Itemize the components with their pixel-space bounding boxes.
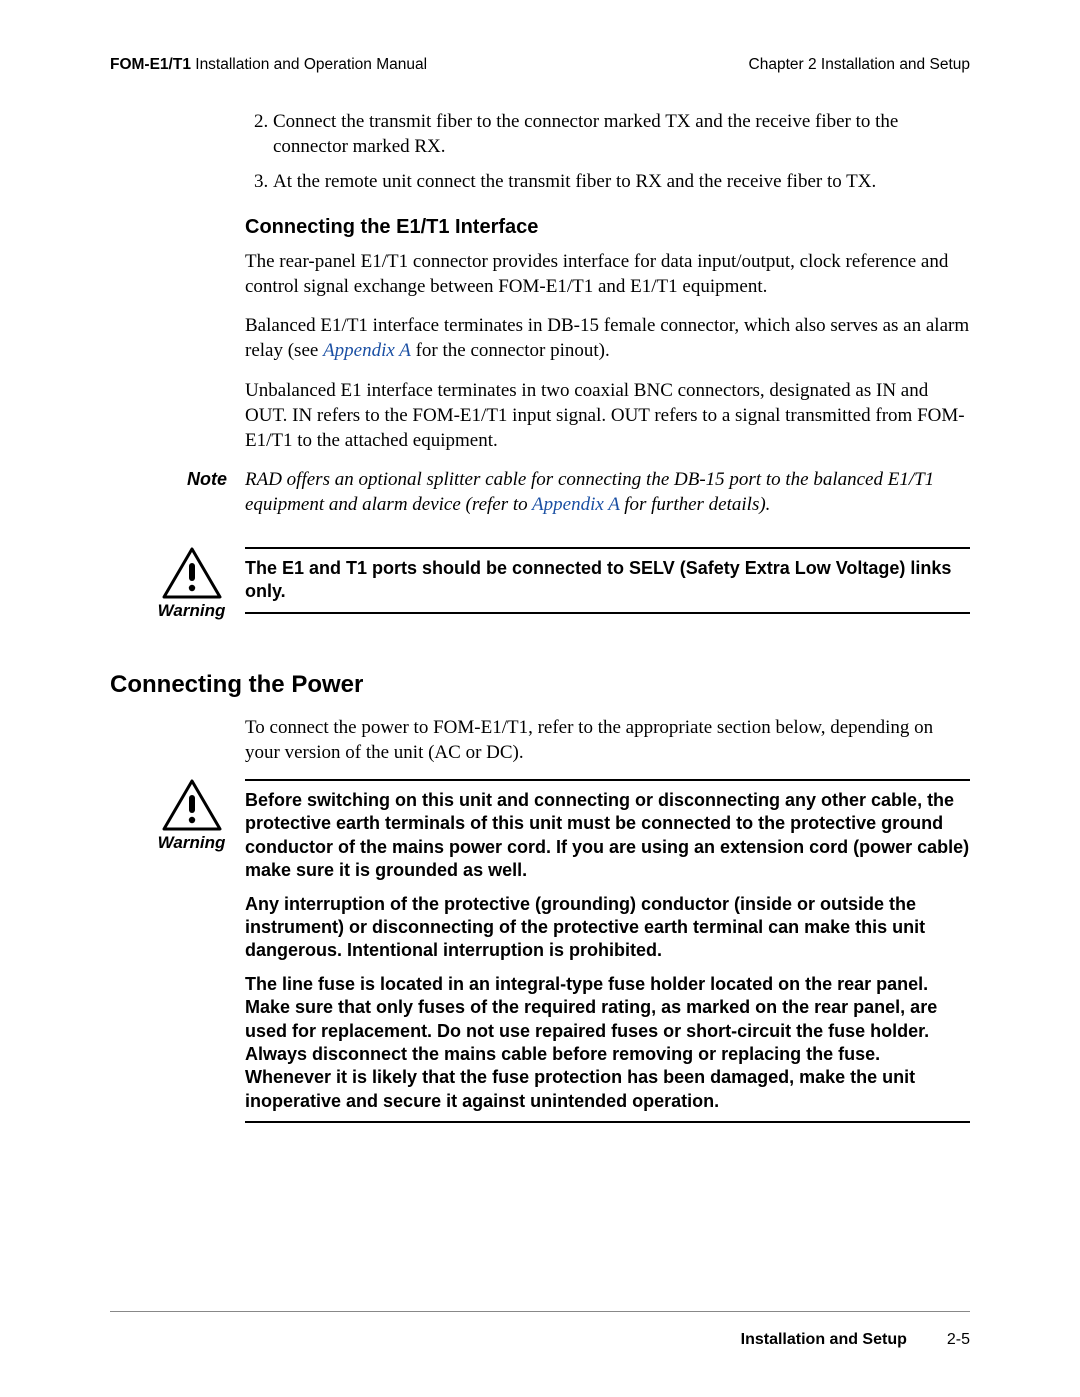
page: FOM-E1/T1 Installation and Operation Man… xyxy=(0,0,1080,1397)
warning-icon-column: Warning xyxy=(110,779,245,853)
note-label: Note xyxy=(110,469,245,490)
warning-paragraph: The E1 and T1 ports should be connected … xyxy=(245,557,970,604)
note-block: Note RAD offers an optional splitter cab… xyxy=(110,467,970,517)
footer-page-number: 2-5 xyxy=(947,1331,970,1349)
warning-text: Before switching on this unit and connec… xyxy=(245,779,970,1123)
header-left: FOM-E1/T1 Installation and Operation Man… xyxy=(110,56,427,74)
note-text: RAD offers an optional splitter cable fo… xyxy=(245,467,970,517)
warning-paragraph: Any interruption of the protective (grou… xyxy=(245,893,970,963)
step-item: Connect the transmit fiber to the connec… xyxy=(273,109,970,159)
paragraph: The rear-panel E1/T1 connector provides … xyxy=(245,249,970,299)
text: for the connector pinout). xyxy=(411,340,610,361)
warning-paragraph: Before switching on this unit and connec… xyxy=(245,789,970,883)
footer-rule xyxy=(110,1311,970,1312)
text: for further details). xyxy=(619,494,770,515)
section-heading-power: Connecting the Power xyxy=(110,671,970,699)
appendix-a-link[interactable]: Appendix A xyxy=(532,494,619,515)
warning-text: The E1 and T1 ports should be connected … xyxy=(245,547,970,614)
step-list: Connect the transmit fiber to the connec… xyxy=(245,109,970,194)
appendix-a-link[interactable]: Appendix A xyxy=(323,340,411,361)
subheading-e1t1-interface: Connecting the E1/T1 Interface xyxy=(245,216,970,239)
page-header: FOM-E1/T1 Installation and Operation Man… xyxy=(110,56,970,74)
page-footer: Installation and Setup 2-5 xyxy=(110,1331,970,1349)
warning-block-power: Warning Before switching on this unit an… xyxy=(110,779,970,1123)
warning-icon-column: Warning xyxy=(110,547,245,621)
warning-block-selv: Warning The E1 and T1 ports should be co… xyxy=(110,547,970,621)
body-column: To connect the power to FOM-E1/T1, refer… xyxy=(245,715,970,765)
warning-label: Warning xyxy=(150,833,233,853)
warning-triangle-icon xyxy=(162,547,222,599)
paragraph: Unbalanced E1 interface terminates in tw… xyxy=(245,378,970,453)
manual-code: FOM-E1/T1 xyxy=(110,56,191,73)
warning-label: Warning xyxy=(150,601,233,621)
header-right: Chapter 2 Installation and Setup xyxy=(749,56,970,74)
footer-title: Installation and Setup xyxy=(741,1331,907,1349)
manual-title: Installation and Operation Manual xyxy=(191,56,427,73)
paragraph: Balanced E1/T1 interface terminates in D… xyxy=(245,313,970,363)
warning-paragraph: The line fuse is located in an integral-… xyxy=(245,973,970,1113)
warning-triangle-icon xyxy=(162,779,222,831)
body-column: Connect the transmit fiber to the connec… xyxy=(245,109,970,453)
paragraph: To connect the power to FOM-E1/T1, refer… xyxy=(245,715,970,765)
step-item: At the remote unit connect the transmit … xyxy=(273,169,970,194)
